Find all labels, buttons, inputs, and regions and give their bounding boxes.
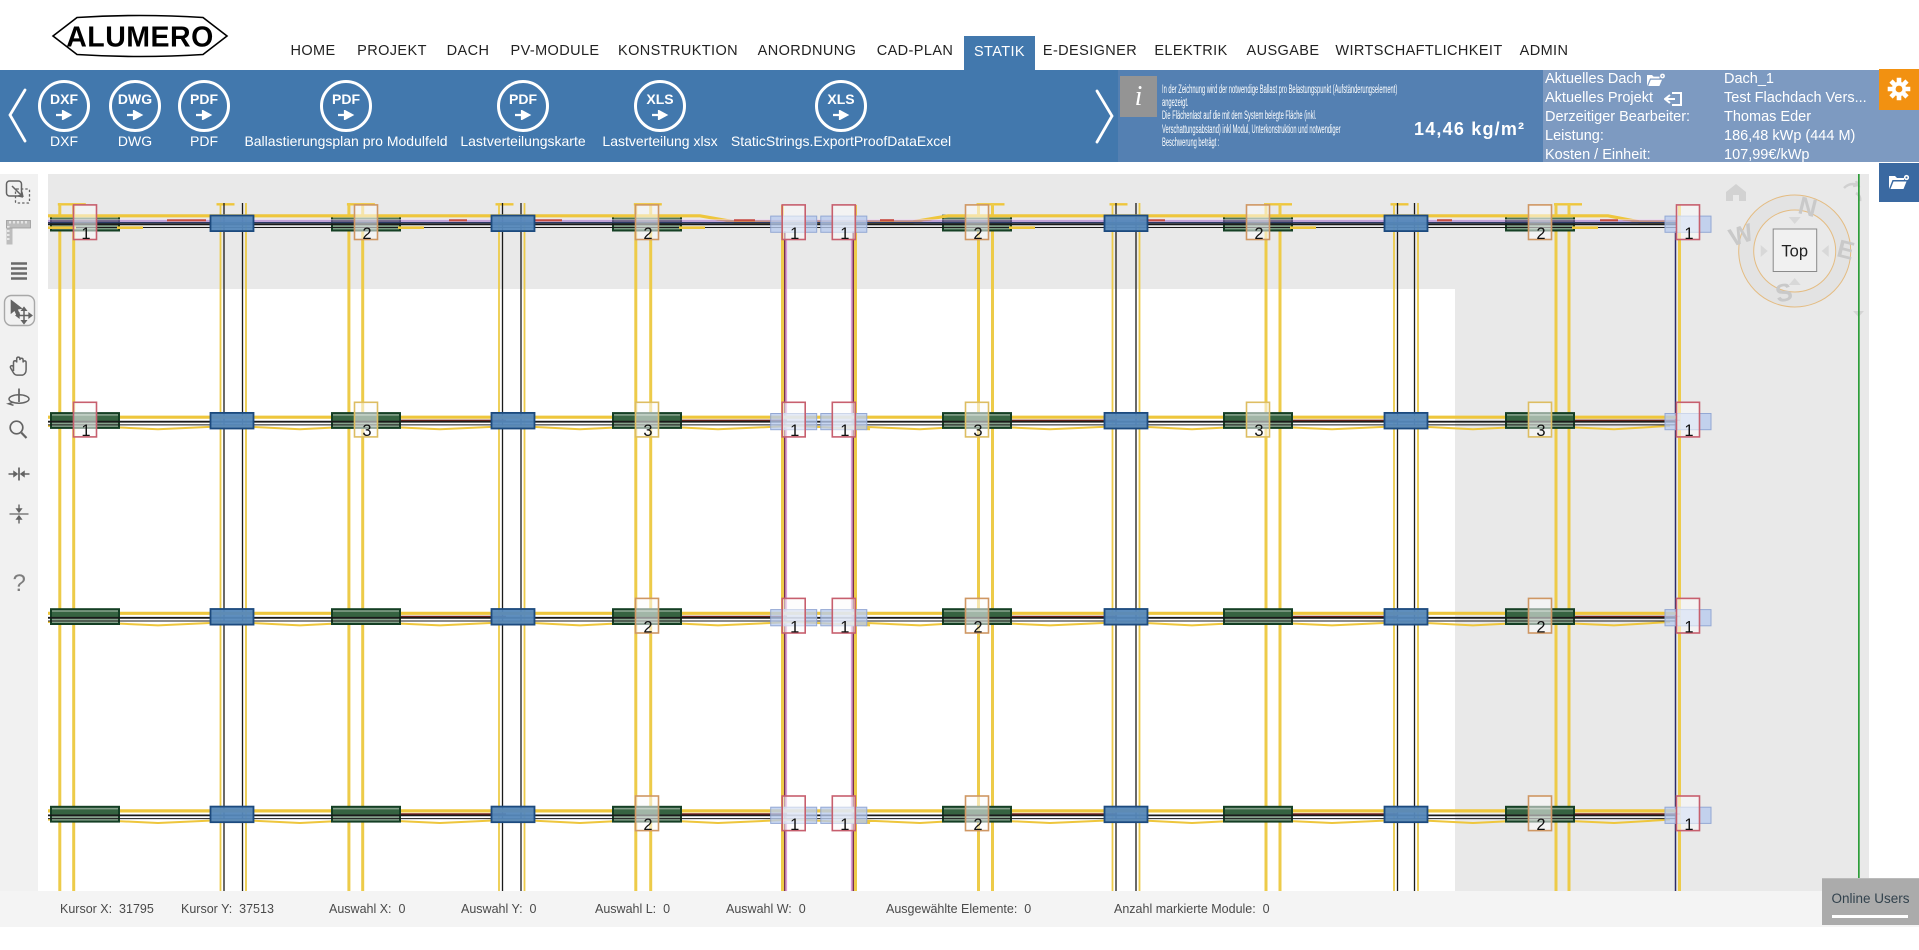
svg-text:2: 2 — [973, 618, 982, 636]
svg-text:3: 3 — [973, 422, 982, 440]
svg-text:2: 2 — [1536, 225, 1545, 243]
svg-text:2: 2 — [973, 225, 982, 243]
svg-text:1: 1 — [840, 618, 849, 636]
svg-text:2: 2 — [643, 225, 652, 243]
svg-text:3: 3 — [1254, 422, 1263, 440]
svg-text:1: 1 — [1684, 422, 1693, 440]
svg-text:?: ? — [13, 570, 26, 597]
svg-text:E: E — [1834, 235, 1857, 266]
svg-text:3: 3 — [1536, 422, 1545, 440]
svg-text:1: 1 — [1684, 816, 1693, 834]
svg-text:1: 1 — [81, 422, 90, 440]
svg-text:1: 1 — [840, 816, 849, 834]
svg-text:1: 1 — [790, 816, 799, 834]
svg-text:1: 1 — [790, 422, 799, 440]
svg-text:2: 2 — [973, 816, 982, 834]
svg-text:3: 3 — [643, 422, 652, 440]
svg-text:2: 2 — [1536, 816, 1545, 834]
svg-text:2: 2 — [643, 618, 652, 636]
svg-text:1: 1 — [840, 422, 849, 440]
svg-text:2: 2 — [1254, 225, 1263, 243]
svg-text:1: 1 — [1684, 225, 1693, 243]
svg-text:2: 2 — [362, 225, 371, 243]
svg-text:Top: Top — [1781, 243, 1808, 261]
svg-text:1: 1 — [790, 618, 799, 636]
svg-text:1: 1 — [790, 225, 799, 243]
svg-text:3: 3 — [362, 422, 371, 440]
svg-text:2: 2 — [643, 816, 652, 834]
svg-text:S: S — [1773, 278, 1795, 309]
svg-text:2: 2 — [1536, 618, 1545, 636]
svg-text:1: 1 — [81, 225, 90, 243]
svg-text:ALUMERO: ALUMERO — [66, 22, 214, 54]
svg-text:1: 1 — [840, 225, 849, 243]
svg-text:1: 1 — [1684, 618, 1693, 636]
